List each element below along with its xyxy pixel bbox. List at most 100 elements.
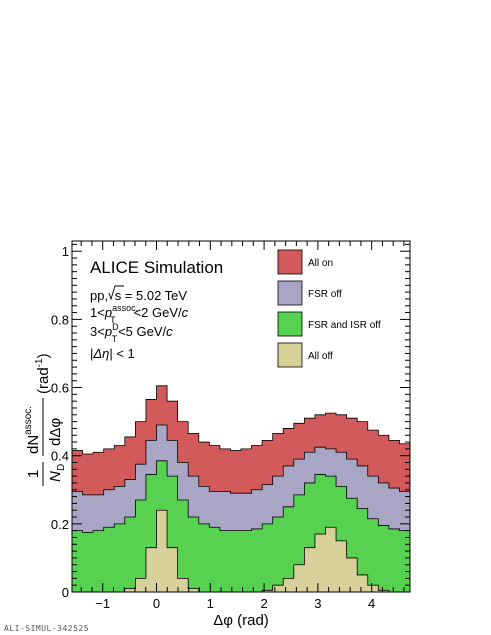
trig-c-text: c — [166, 324, 173, 339]
assoc-c-text: c — [182, 305, 189, 320]
energy-annotation: pp, s = 5.02 TeV — [90, 288, 187, 303]
deta-bar2-text: | — [109, 346, 112, 361]
y-tick-label: 0.4 — [51, 449, 69, 464]
bin-bar — [283, 578, 295, 592]
system-text: pp, — [90, 288, 112, 303]
series-outline — [72, 460, 410, 533]
y-label-N: N — [47, 471, 64, 482]
assoc-hi-text: <2 GeV/ — [134, 305, 182, 320]
legend-swatch — [277, 249, 303, 275]
y-label-dN-text: dN — [25, 435, 42, 454]
bin-bar — [336, 486, 347, 592]
bin-bar — [314, 534, 326, 592]
series-outline — [72, 509, 410, 593]
assoc-lo-text: 1< — [90, 305, 105, 320]
bin-bar — [124, 588, 136, 592]
deta-bar1-text: | — [90, 346, 93, 361]
y-label-unit: (rad-1) — [34, 353, 52, 394]
bin-bar — [346, 557, 358, 592]
bin-bar — [72, 530, 83, 592]
bin-bar — [378, 590, 390, 592]
x-tick-label: 1 — [207, 596, 214, 611]
y-axis-label: 1 N D dNassoc. dΔφ (rad-1) — [23, 353, 67, 486]
bin-bar — [378, 525, 390, 592]
bin-bar — [283, 506, 295, 592]
bin-bar — [325, 527, 337, 592]
series-all-off — [72, 509, 410, 593]
deta-val-text: < 1 — [113, 346, 135, 361]
bin-bar — [346, 498, 358, 592]
x-tick-label: 4 — [368, 596, 375, 611]
x-tick-label: 2 — [260, 596, 267, 611]
bin-bar — [367, 518, 379, 592]
bin-bar — [103, 527, 115, 592]
y-tick-label: 0.8 — [51, 312, 69, 327]
series-layer — [72, 385, 411, 593]
legend-label: FSR off — [308, 289, 342, 300]
tick-layer: −1 0 1 2 3 4 0 0.2 0.4 0.6 0.8 1 — [51, 241, 410, 611]
footer-id: ALI-SIMUL-342525 — [4, 624, 90, 633]
bin-bar — [241, 530, 252, 592]
bin-bar — [367, 585, 379, 592]
chart-title: ALICE Simulation — [90, 258, 223, 277]
y-tick-label: 0 — [62, 585, 69, 600]
bin-bar — [251, 528, 263, 592]
bin-bar — [272, 585, 284, 592]
plot-frame — [71, 240, 411, 593]
legend-swatch — [277, 342, 303, 368]
energy-text: = 5.02 TeV — [121, 288, 187, 303]
trig-p-text: p — [104, 324, 112, 339]
bin-bar — [230, 530, 242, 592]
bin-bar — [262, 523, 273, 592]
legend-swatch — [277, 311, 303, 337]
bin-bar — [209, 527, 221, 592]
bin-bar — [357, 508, 369, 592]
bin-bar — [177, 499, 189, 592]
y-label-dN: dNassoc. — [23, 406, 42, 454]
bin-bar — [388, 528, 400, 592]
bin-bar — [156, 510, 168, 592]
legend-label: All off — [308, 351, 333, 362]
y-label-dN-sup: assoc. — [23, 406, 34, 435]
x-tick-label: 0 — [153, 596, 160, 611]
y-label-N-sub: D — [56, 464, 67, 471]
bin-bar — [167, 547, 178, 592]
bin-bar — [357, 574, 369, 592]
bin-bar — [314, 474, 326, 592]
trig-lo-text: 3< — [90, 324, 105, 339]
legend: All on FSR off FSR and ISR off All off — [277, 249, 381, 368]
legend-label: FSR and ISR off — [308, 320, 381, 331]
assoc-sup-text: assoc. — [112, 303, 138, 313]
bin-bar — [304, 547, 316, 592]
bin-bar — [145, 547, 157, 592]
bin-bar — [188, 517, 200, 592]
bin-bar — [262, 590, 273, 592]
legend-swatch — [277, 280, 303, 306]
bin-bar — [304, 482, 316, 592]
trig-sub-text: T — [112, 334, 118, 344]
trig-hi-text: <5 GeV/ — [118, 324, 166, 339]
bin-bar — [188, 588, 200, 592]
series-outline — [72, 385, 410, 455]
y-label-unit-close: ) — [35, 353, 52, 358]
y-tick-label: 0.2 — [51, 517, 69, 532]
bin-bar — [177, 578, 189, 592]
series-outline — [72, 424, 410, 496]
x-tick-label: 3 — [314, 596, 321, 611]
legend-entry: FSR and ISR off — [277, 311, 381, 337]
y-label-unit-sup: -1 — [34, 358, 45, 367]
y-tick-label: 1 — [62, 244, 69, 259]
bin-bar — [93, 530, 104, 592]
bin-bar — [114, 523, 126, 592]
bin-bar — [399, 530, 411, 592]
assoc-sub-text: T — [110, 315, 116, 325]
x-tick-label: −1 — [95, 596, 110, 611]
y-label-ddphi: dΔφ — [47, 418, 64, 446]
bin-bar — [145, 474, 157, 592]
deta-annotation: |Δη| < 1 — [90, 346, 135, 361]
bin-bar — [219, 530, 231, 592]
sqrt-s-text: s — [115, 288, 122, 303]
sqrt-symbol — [108, 285, 124, 301]
y-label-unit-text: (rad — [35, 367, 52, 394]
